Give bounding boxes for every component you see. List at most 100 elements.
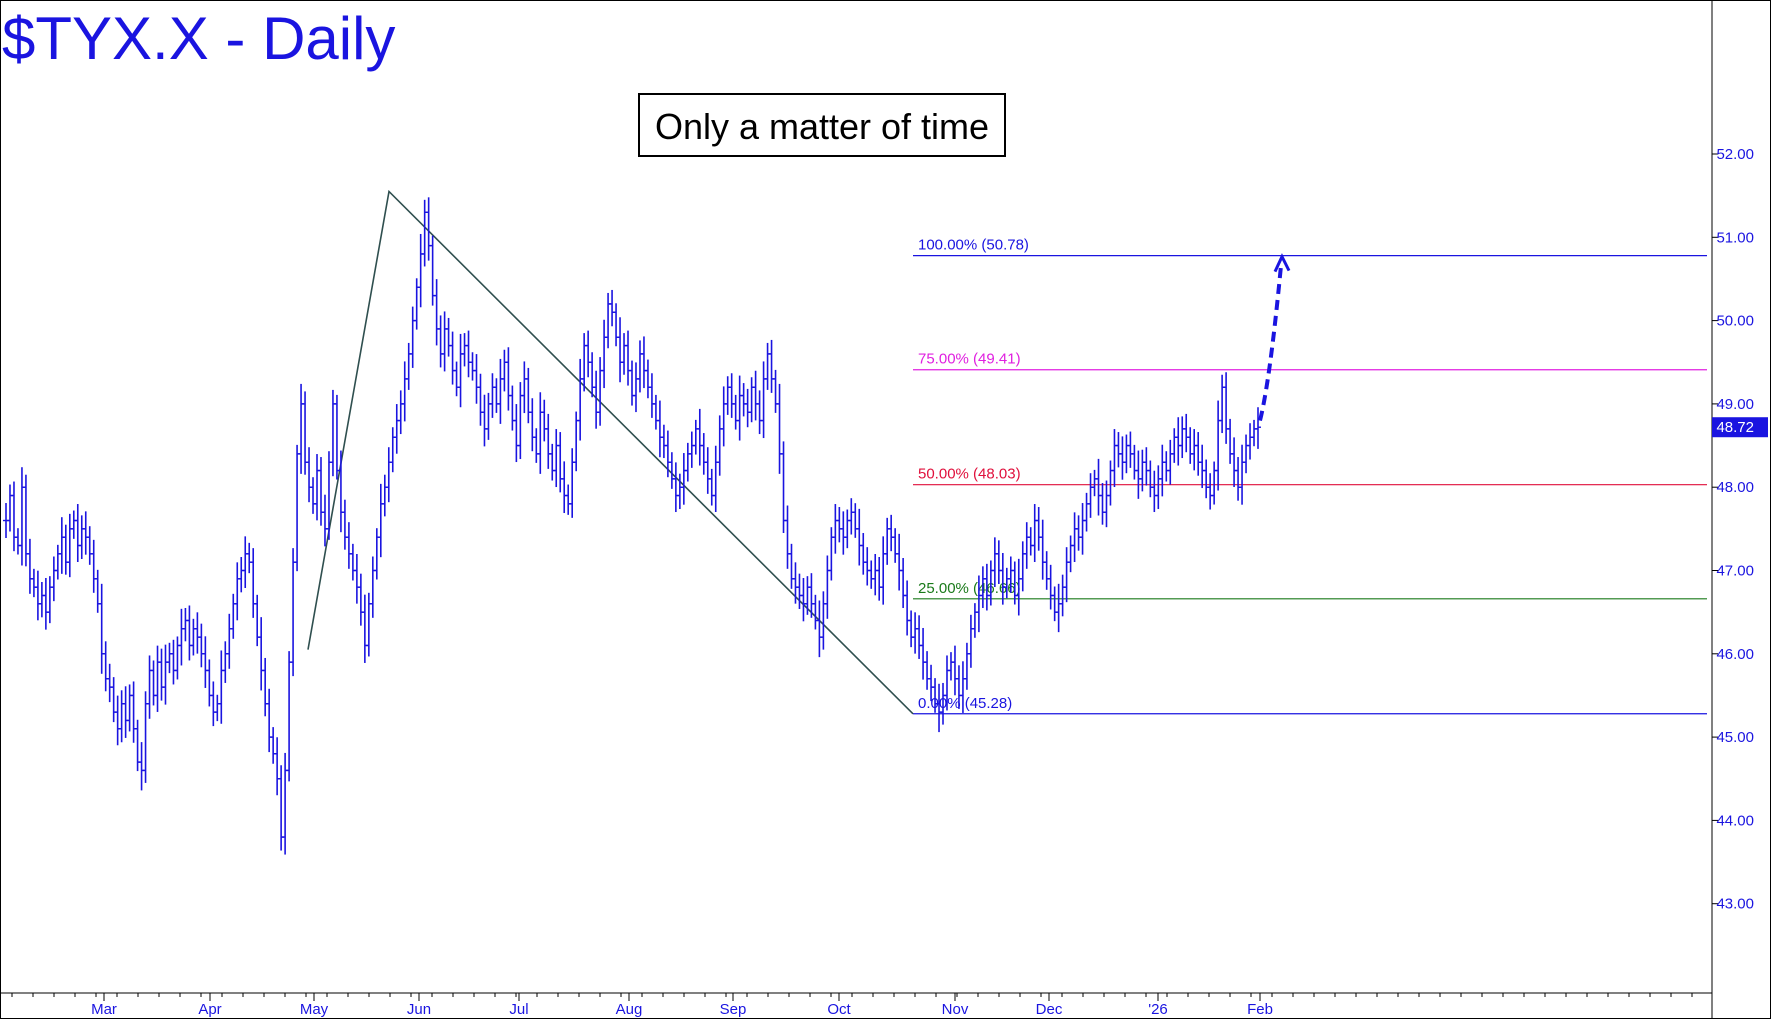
price-bar <box>632 362 639 413</box>
price-bar <box>1155 465 1162 510</box>
price-bar <box>94 569 101 613</box>
price-bar <box>46 576 53 624</box>
price-bar <box>1035 507 1042 551</box>
price-bar <box>868 560 875 589</box>
price-bar <box>644 359 651 399</box>
price-bar <box>445 317 452 357</box>
price-bar <box>465 330 472 378</box>
price-bar <box>852 503 859 538</box>
price-bar <box>1115 432 1122 468</box>
price-bar <box>848 498 855 535</box>
price-bar <box>904 580 911 636</box>
price-bar <box>409 306 416 368</box>
y-tick-label: 47.00 <box>1716 563 1754 580</box>
chart-title: $TYX.X - Daily <box>2 5 396 72</box>
price-bar <box>365 592 372 657</box>
price-bar <box>1087 473 1094 518</box>
y-tick-label: 45.00 <box>1716 729 1754 746</box>
price-bar <box>481 394 488 447</box>
price-bar <box>493 378 500 413</box>
price-bar <box>565 484 572 515</box>
price-bar <box>1251 419 1258 447</box>
price-bar <box>888 514 895 552</box>
price-bar <box>1067 535 1074 573</box>
price-bar <box>892 528 899 563</box>
x-axis: Mar Apr May Jun Jul Aug Sep Oct Nov Dec '26 Feb <box>11 993 1693 1018</box>
price-bar <box>756 390 763 435</box>
price-bar <box>1119 436 1126 480</box>
price-bar <box>513 404 520 463</box>
price-bar <box>720 386 727 447</box>
fib-label: 25.00% (46.66) <box>918 580 1021 597</box>
price-bar <box>485 392 492 440</box>
price-bar <box>1211 461 1218 505</box>
price-bar <box>254 594 261 647</box>
fib-label: 50.00% (48.03) <box>918 466 1021 483</box>
price-bar <box>306 447 313 503</box>
price-bar <box>150 660 157 706</box>
price-bar <box>1131 444 1138 480</box>
price-bar <box>1079 503 1086 555</box>
x-tick-label: Dec <box>1036 1001 1063 1018</box>
price-bar <box>142 691 149 783</box>
price-bar <box>30 568 37 598</box>
price-bar <box>541 399 548 442</box>
price-bar <box>1239 444 1246 505</box>
price-bar <box>636 340 643 393</box>
price-bar <box>581 333 588 392</box>
x-tick-label: Jun <box>407 1001 431 1018</box>
price-bar <box>800 577 807 622</box>
price-bar <box>473 354 480 404</box>
price-bar <box>1135 450 1142 499</box>
price-bar <box>42 577 49 630</box>
price-bar <box>776 383 783 474</box>
price-bar <box>1099 483 1106 525</box>
last-price-label: 48.72 <box>1716 419 1754 436</box>
price-bar <box>242 536 249 588</box>
price-bar <box>66 513 73 578</box>
price-bar <box>34 570 41 621</box>
price-bar <box>397 390 404 435</box>
price-bar <box>1199 444 1206 489</box>
price-bar <box>517 382 524 460</box>
price-bar <box>828 527 835 581</box>
price-bar <box>951 645 958 696</box>
price-bar <box>621 333 628 375</box>
price-bar <box>461 333 468 367</box>
price-bar <box>317 457 324 526</box>
price-bar <box>26 538 33 594</box>
price-bar <box>924 651 931 690</box>
x-tick-label: Nov <box>942 1001 969 1018</box>
price-bar <box>672 462 679 513</box>
y-tick-label: 44.00 <box>1716 812 1754 829</box>
price-bar <box>1227 418 1234 464</box>
price-bar <box>740 383 747 417</box>
price-bar <box>967 614 974 668</box>
price-bar <box>1063 547 1070 603</box>
price-bar <box>282 752 289 855</box>
price-bar <box>114 695 121 746</box>
price-bar <box>1083 492 1090 532</box>
price-bar <box>106 663 113 703</box>
price-bar <box>82 511 89 555</box>
price-bar <box>469 352 476 381</box>
price-bar <box>648 373 655 418</box>
price-bar <box>1143 447 1150 486</box>
price-bar <box>844 509 851 549</box>
price-bar <box>708 468 715 506</box>
price-bar <box>509 385 516 431</box>
price-bar <box>876 557 883 601</box>
price-bar <box>413 278 420 330</box>
price-bar <box>728 373 735 418</box>
price-bar <box>286 651 293 782</box>
price-bar <box>138 742 145 791</box>
price-bar <box>995 540 1002 584</box>
price-bar <box>110 677 117 723</box>
price-bar <box>246 542 253 574</box>
abc-pivot-line <box>307 189 914 715</box>
fib-label: 0.00% (45.28) <box>918 695 1012 712</box>
price-bar <box>836 507 843 543</box>
price-bar <box>557 432 564 493</box>
price-bar <box>134 719 141 772</box>
price-bar <box>489 373 496 418</box>
